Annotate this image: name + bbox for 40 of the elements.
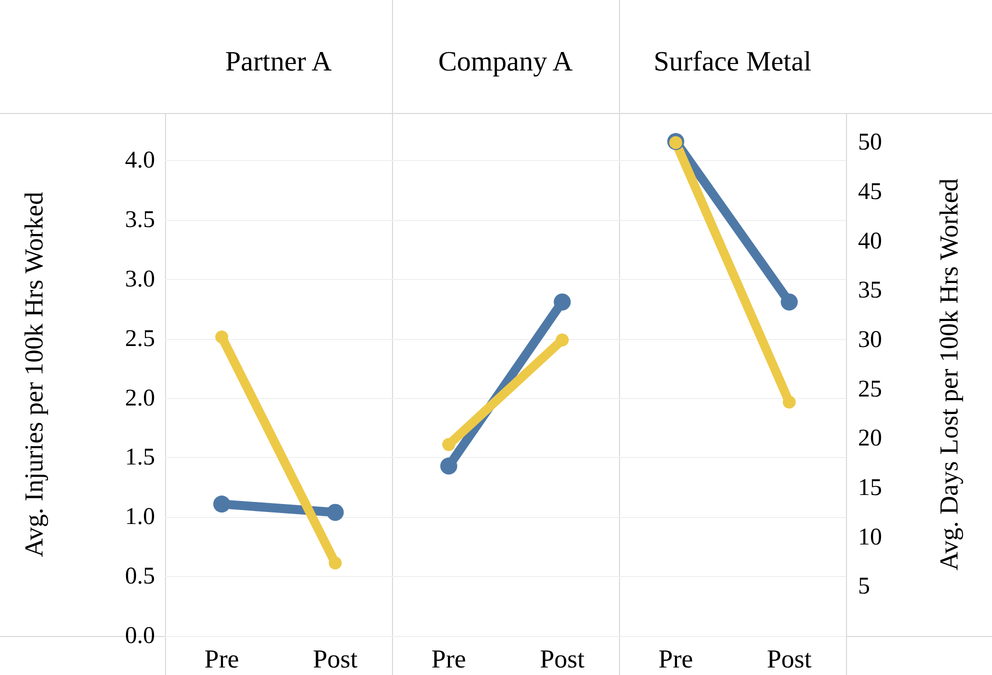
point: [328, 556, 342, 570]
y-tick-label: 3.0: [125, 266, 155, 292]
x-tick-label: Pre: [204, 644, 240, 674]
y-tick-label: 0.0: [125, 623, 155, 649]
y-tick-label: 1.5: [125, 444, 155, 471]
y-tick-label: 2.5: [125, 326, 155, 352]
x-tick-label: Pre: [431, 644, 466, 674]
y-axis-title: Avg. Injuries per 100k Hrs Worked: [20, 192, 48, 558]
text: Company A: [438, 46, 574, 78]
x-tick-label: Post: [540, 644, 586, 674]
y2-tick-label: 25: [858, 376, 882, 402]
point: [780, 293, 798, 310]
y2-tick-label: 20: [858, 426, 882, 452]
y-tick-label: 4.0: [125, 148, 155, 174]
point: [556, 333, 569, 346]
text: Partner A: [225, 46, 333, 78]
point: [326, 504, 344, 521]
y2-tick-label: 5: [858, 574, 870, 600]
y2-tick-label: 50: [858, 130, 882, 156]
y2-tick-label: 10: [858, 524, 882, 550]
text: Surface Metal: [654, 46, 812, 78]
y2-tick-label: 45: [858, 178, 882, 205]
y-tick-label: 1.0: [125, 504, 155, 530]
point: [782, 396, 796, 409]
point: [442, 438, 456, 452]
x-tick-label: Post: [312, 644, 358, 674]
point: [213, 496, 230, 513]
y2-axis-title: Avg. Days Lost per 100k Hrs Worked: [934, 178, 964, 570]
point: [215, 330, 228, 344]
y-tick-label: 3.5: [125, 206, 155, 233]
point: [440, 458, 458, 475]
point: [554, 293, 571, 310]
y2-tick-label: 40: [858, 228, 882, 254]
y2-tick-label: 15: [858, 474, 882, 501]
y-tick-label: 0.5: [125, 564, 155, 590]
x-tick-label: Post: [766, 644, 812, 674]
y2-tick-label: 35: [858, 278, 882, 304]
x-tick-label: Pre: [658, 644, 694, 674]
y2-tick-label: 30: [858, 326, 882, 353]
y-tick-label: 2.0: [125, 385, 155, 412]
